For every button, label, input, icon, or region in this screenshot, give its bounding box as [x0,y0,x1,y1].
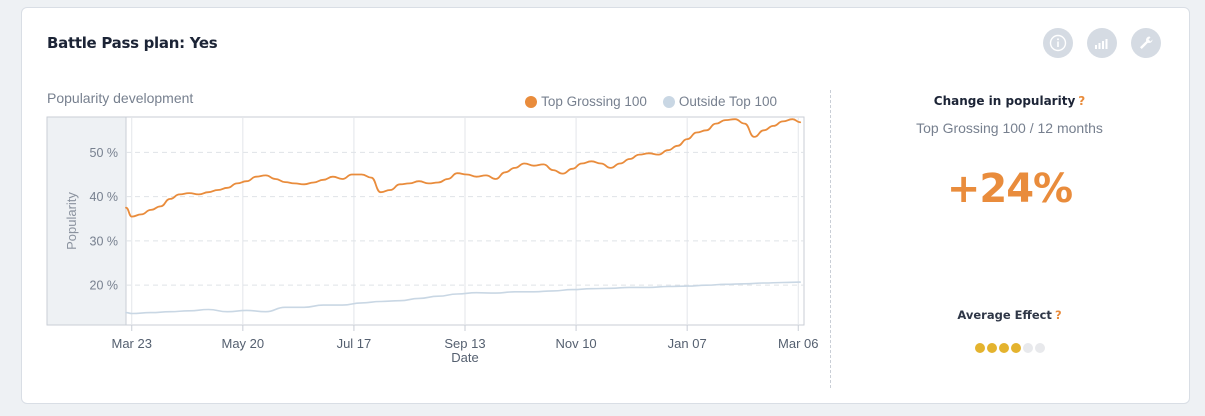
x-tick-label: Jan 07 [668,336,707,351]
chart-legend: Top Grossing 100 Outside Top 100 [525,94,777,109]
series-line-top-grossing [125,118,802,218]
y-axis-title: Popularity [64,192,79,250]
y-tick-label: 30 % [90,234,119,248]
info-icon [1049,34,1067,52]
effect-dot [1022,343,1033,353]
change-heading-label: Change in popularity [933,94,1076,108]
effect-dot [998,343,1009,353]
effect-heading-label: Average Effect [957,308,1052,322]
card-title: Battle Pass plan: Yes [47,34,218,52]
wrench-icon [1140,36,1153,49]
legend-swatch-outside-top [662,95,675,108]
change-value: +24% [946,166,1073,212]
change-panel: Change in popularity? Top Grossing 100 /… [832,94,1187,353]
popularity-chart: Mar 23 May 20 Jul 17 Sep 13 Nov 10 Jan 07 Mar … [46,116,818,365]
x-tick-label: Sep 13 [444,336,485,351]
effect-dot [1034,343,1045,353]
y-tick-label: 20 % [90,279,119,293]
legend-swatch-top-grossing [525,95,538,108]
effect-heading: Average Effect? [832,308,1187,322]
series-line-outside-top [125,281,801,315]
legend-item-top-grossing[interactable]: Top Grossing 100 [525,94,647,109]
legend-label-outside-top: Outside Top 100 [678,94,777,109]
wrench-button[interactable] [1131,28,1161,58]
y-tick-label: 50 % [90,146,119,160]
legend-item-outside-top[interactable]: Outside Top 100 [662,94,777,109]
effect-dot [986,343,997,353]
x-tick-label: Mar 06 [778,336,818,351]
bar-chart-icon [1095,39,1108,49]
battle-pass-card: Battle Pass plan: Yes Popularity develop… [21,7,1190,404]
x-tick-label: Nov 10 [555,336,596,351]
x-tick-label: May 20 [222,336,265,351]
effect-help-icon[interactable]: ? [1054,308,1062,322]
effect-dot [1010,343,1021,353]
legend-label-top-grossing: Top Grossing 100 [541,94,647,109]
plot-frame [46,116,805,326]
change-help-icon[interactable]: ? [1078,94,1086,108]
y-axis-strip [47,117,126,325]
change-heading: Change in popularity? [832,94,1187,108]
chart-label: Popularity development [47,90,194,106]
bar-chart-button[interactable] [1087,28,1117,58]
effect-rating [832,343,1187,353]
card-toolbar [1043,28,1161,58]
effect-dot [974,343,985,353]
info-button[interactable] [1043,28,1073,58]
x-tick-label: Mar 23 [112,336,152,351]
change-subtitle: Top Grossing 100 / 12 months [916,120,1103,136]
panel-divider [830,90,831,388]
x-axis-title: Date [451,350,478,365]
x-tick-label: Jul 17 [337,336,372,351]
y-tick-label: 40 % [90,190,119,204]
